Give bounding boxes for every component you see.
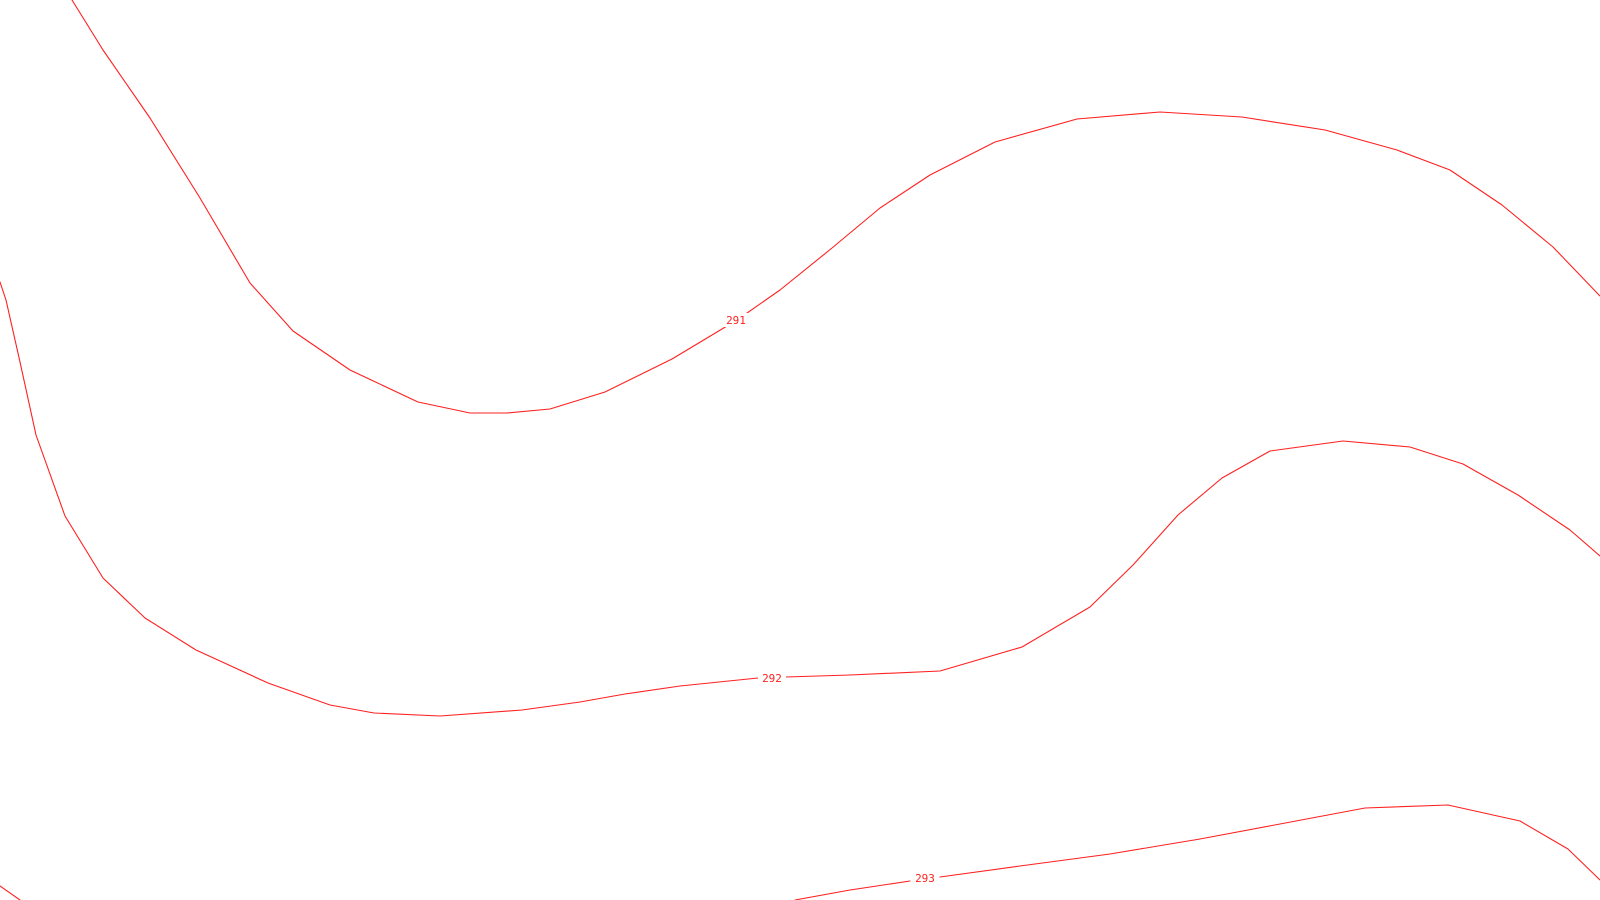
contour-line-292b — [785, 440, 1600, 678]
contour-label-292: 292 — [762, 672, 782, 685]
contour-291: 291 — [71, 0, 1600, 414]
contour-label-293: 293 — [915, 872, 935, 885]
contour-label-291: 291 — [726, 314, 746, 327]
contour-line-293b — [939, 804, 1600, 881]
contour-293: 293 — [0, 804, 1600, 900]
contour-line-291 — [71, 0, 738, 414]
contour-line-291b — [736, 111, 1600, 321]
contour-line-293 — [794, 880, 911, 900]
contour-line-292 — [0, 281, 759, 717]
contour-292: 292 — [0, 281, 1600, 717]
contour-line-293-left — [0, 885, 21, 900]
